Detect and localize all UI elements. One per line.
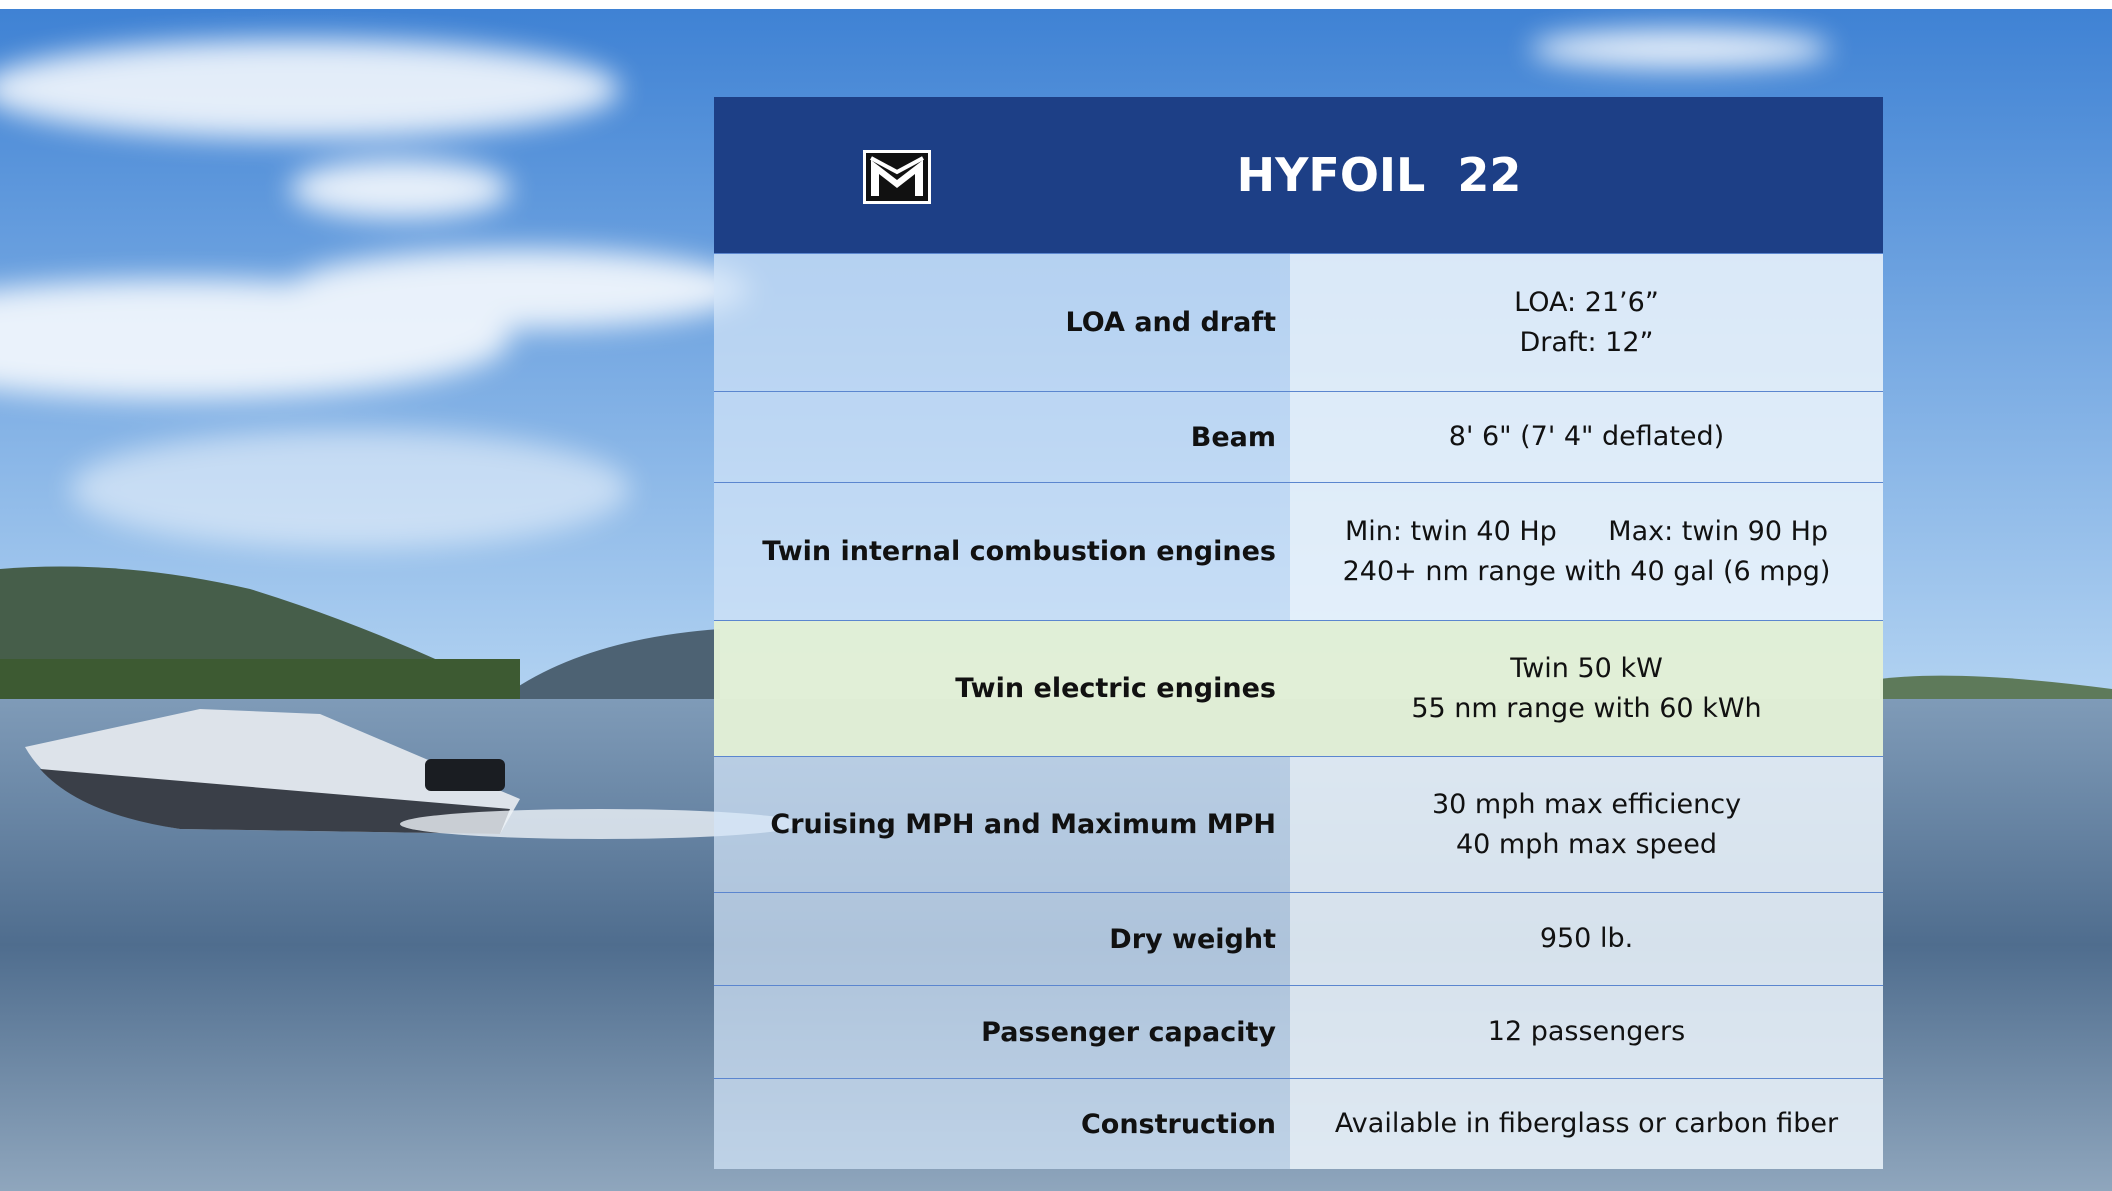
value-line: LOA: 21’6”: [1514, 283, 1659, 323]
table-row: Beam 8' 6" (7' 4" deflated): [714, 391, 1883, 482]
table-row: Dry weight 950 lb.: [714, 892, 1883, 985]
row-label: Beam: [714, 392, 1290, 482]
value-line: 8' 6" (7' 4" deflated): [1449, 417, 1724, 457]
value-line: 12 passengers: [1488, 1012, 1685, 1052]
value-line: 55 nm range with 60 kWh: [1411, 689, 1761, 729]
value-line: 40 mph max speed: [1456, 825, 1717, 865]
row-label: Cruising MPH and Maximum MPH: [714, 757, 1290, 892]
row-label: LOA and draft: [714, 254, 1290, 391]
value-line: Min: twin 40 Hp Max: twin 90 Hp: [1345, 512, 1828, 552]
page: HYFOIL 22 LOA and draftLOA: 21’6”Draft: …: [0, 0, 2112, 1191]
row-label: Passenger capacity: [714, 986, 1290, 1078]
table-row: Passenger capacity 12 passengers: [714, 985, 1883, 1078]
value-line: Twin 50 kW: [1510, 649, 1663, 689]
logo: [863, 150, 931, 204]
value-line: 950 lb.: [1540, 919, 1633, 959]
row-value: LOA: 21’6”Draft: 12”: [1290, 254, 1883, 391]
row-value: 8' 6" (7' 4" deflated): [1290, 392, 1883, 482]
row-label: Construction: [714, 1079, 1290, 1169]
row-value: Available in fiberglass or carbon fiber: [1290, 1079, 1883, 1169]
table-row: Construction Available in fiberglass or c…: [714, 1078, 1883, 1169]
value-line: Available in fiberglass or carbon fiber: [1335, 1104, 1838, 1144]
row-label: Dry weight: [714, 893, 1290, 985]
row-value: 950 lb.: [1290, 893, 1883, 985]
row-label: Twin internal combustion engines: [714, 483, 1290, 620]
value-line: 30 mph max efficiency: [1432, 785, 1741, 825]
row-value: 12 passengers: [1290, 986, 1883, 1078]
row-label: Twin electric engines: [714, 621, 1290, 756]
title: HYFOIL 22: [1014, 97, 1744, 253]
value-line: Draft: 12”: [1519, 323, 1653, 363]
value-line: 240+ nm range with 40 gal (6 mpg): [1343, 552, 1831, 592]
table-header: HYFOIL 22: [714, 97, 1883, 253]
